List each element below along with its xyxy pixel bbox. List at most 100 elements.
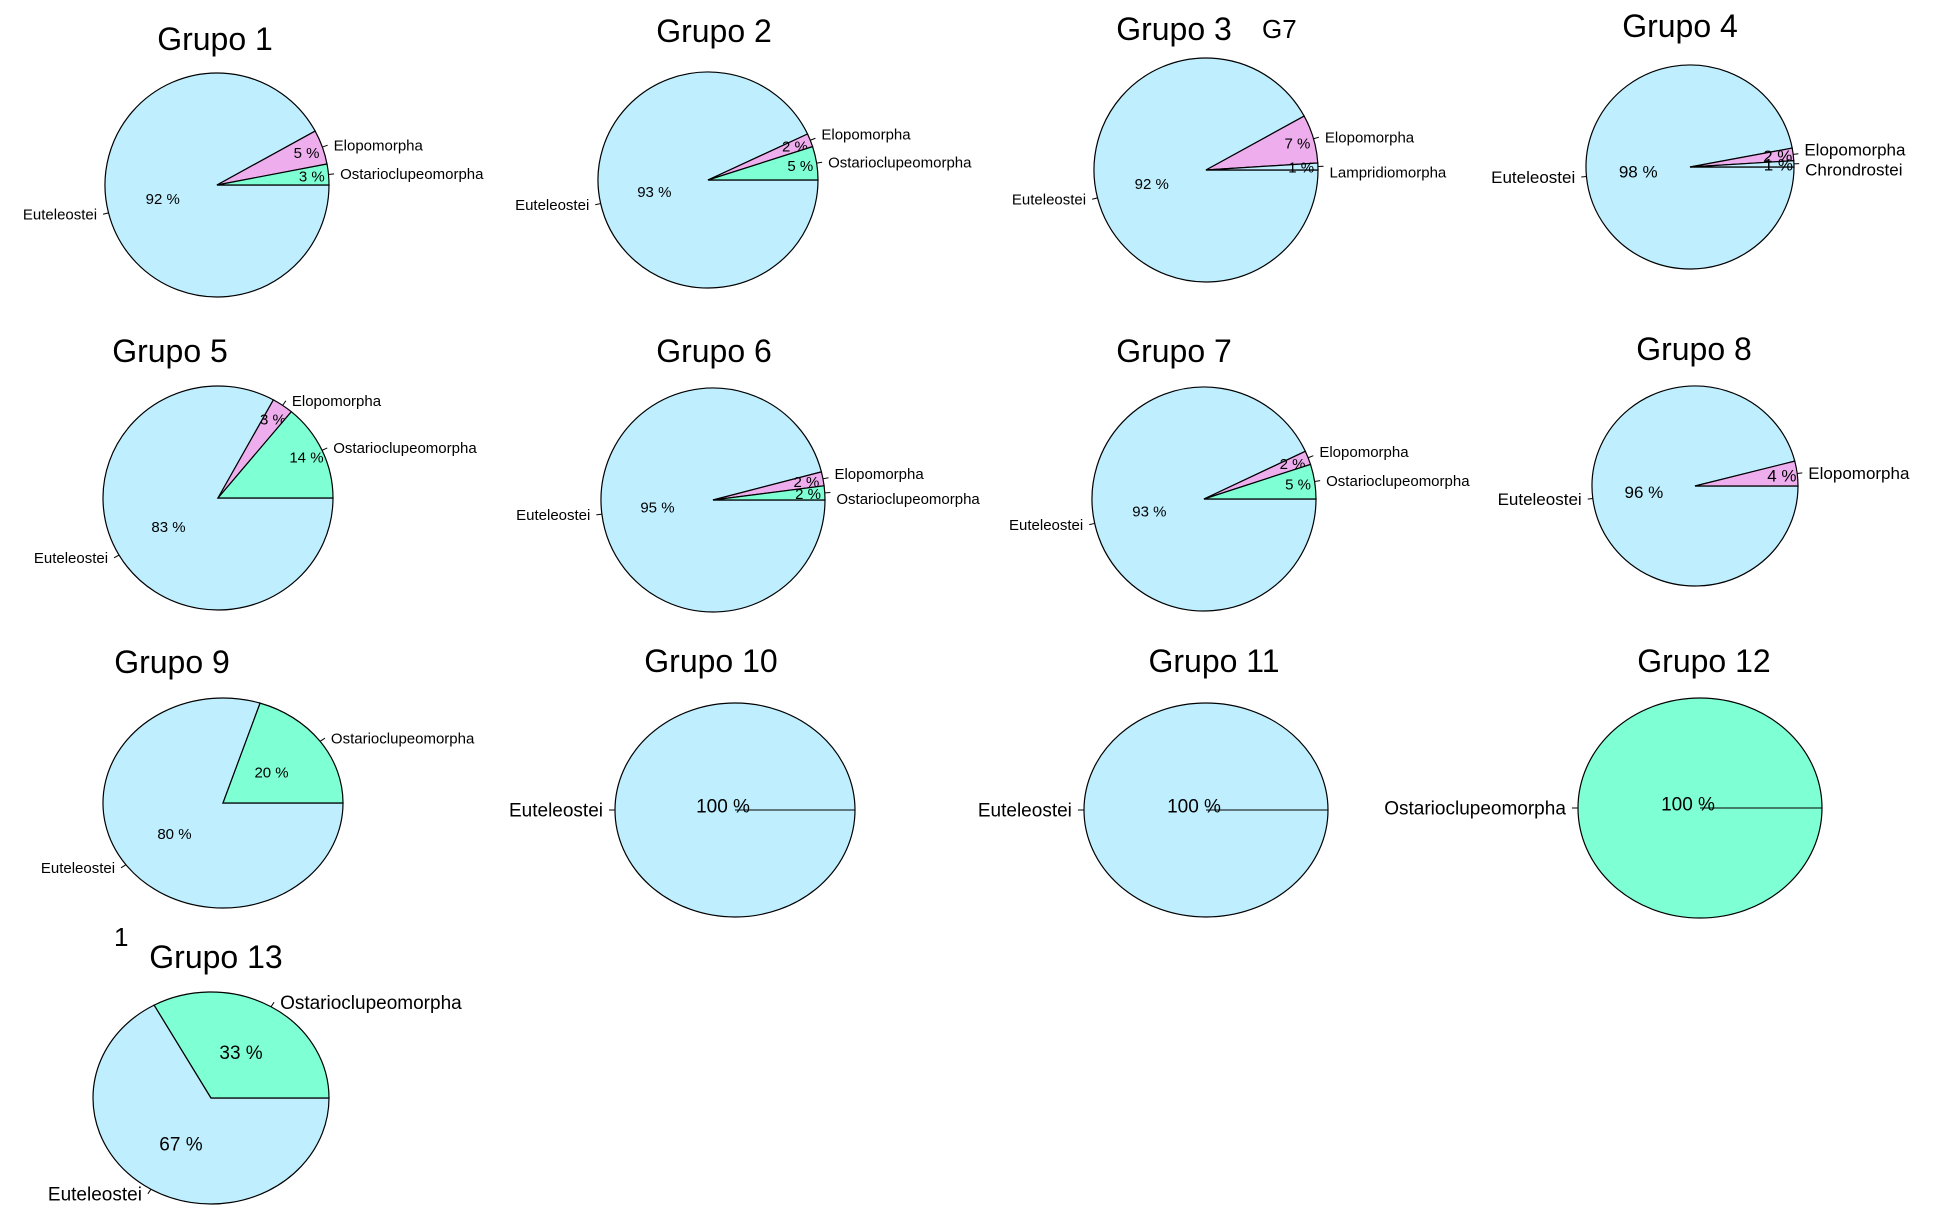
slice-label-euteleostei: Euteleostei xyxy=(515,197,589,214)
pct-label-elopomorpha: 7 % xyxy=(1284,136,1310,153)
slice-elopomorpha xyxy=(1694,460,1799,487)
pct-label-euteleostei: 92 % xyxy=(1135,176,1169,193)
leader-line xyxy=(1587,498,1593,500)
chart-title: Grupo 12 xyxy=(1637,643,1770,679)
slice-label-euteleostei: Euteleostei xyxy=(23,206,97,223)
pct-label-euteleostei: 92 % xyxy=(146,191,180,208)
leader-line xyxy=(322,144,328,148)
pie-3: Grupo 3 92 % Euteleostei 7 % Elopomorpha 1 % L… xyxy=(1012,11,1447,283)
chart-title: Grupo 11 xyxy=(1148,643,1279,679)
pct-label-ostarioclupeomorpha: 100 % xyxy=(1661,795,1715,816)
leader-line xyxy=(270,1001,275,1008)
chart-title: Grupo 8 xyxy=(1636,331,1752,367)
slice-label-euteleostei: Euteleostei xyxy=(1498,490,1582,509)
leader-line xyxy=(147,1188,152,1195)
leader-line xyxy=(102,212,109,215)
chart-title: Grupo 1 xyxy=(157,21,273,57)
slice-label-elopomorpha: Elopomorpha xyxy=(334,137,424,154)
chart-title: Grupo 7 xyxy=(1116,333,1232,369)
leader-line xyxy=(822,477,829,480)
slice-label-ostarioclupeomorpha: Ostarioclupeomorpha xyxy=(340,166,484,183)
slice-label-elopomorpha: Elopomorpha xyxy=(834,466,924,483)
pct-label-euteleostei: 67 % xyxy=(159,1134,202,1155)
leader-line xyxy=(595,203,601,206)
slice-label-ostarioclupeomorpha: Ostarioclupeomorpha xyxy=(1326,473,1470,490)
chart-title: Grupo 13 xyxy=(149,939,282,975)
pie-5: Grupo 5 83 % Euteleostei 3 % Elopomorpha 14 %… xyxy=(34,333,477,611)
leader-line xyxy=(319,737,326,742)
pct-label-euteleostei: 100 % xyxy=(696,797,750,818)
chart-title: Grupo 5 xyxy=(112,333,228,369)
chart-title: Grupo 2 xyxy=(656,13,772,49)
slice-ostarioclupeomorpha xyxy=(707,145,819,181)
slice-label-elopomorpha: Elopomorpha xyxy=(1804,141,1906,160)
slice-label-euteleostei: Euteleostei xyxy=(978,801,1072,822)
leader-line xyxy=(596,513,602,516)
leader-line xyxy=(810,137,816,141)
pie-12: Grupo 12 100 % Ostarioclupeomorpha xyxy=(1384,643,1823,919)
pie-13: Grupo 13 67 % Euteleostei 33 % Ostarioclupeo… xyxy=(48,939,462,1205)
slice-label-euteleostei: Euteleostei xyxy=(1012,191,1086,208)
slice-label-elopomorpha: Elopomorpha xyxy=(1325,129,1415,146)
leader-line xyxy=(1089,522,1095,526)
pct-label-euteleostei: 96 % xyxy=(1625,483,1664,502)
slice-ostarioclupeomorpha xyxy=(216,410,334,499)
pct-label-euteleostei: 93 % xyxy=(637,184,671,201)
chart-title: Grupo 9 xyxy=(114,644,230,680)
pie-11: Grupo 11 100 % Euteleostei xyxy=(978,643,1329,918)
slice-label-euteleostei: Euteleostei xyxy=(48,1184,142,1205)
annotation-g7: G7 xyxy=(1262,14,1297,44)
annotation-1: 1 xyxy=(114,922,128,952)
slice-label-elopomorpha: Elopomorpha xyxy=(821,127,911,144)
leader-line xyxy=(1313,136,1320,140)
slice-label-chrondrostei: Chrondrostei xyxy=(1805,161,1902,180)
chart-title: Grupo 4 xyxy=(1622,8,1738,44)
leader-line xyxy=(321,447,328,451)
slice-label-ostarioclupeomorpha: Ostarioclupeomorpha xyxy=(280,993,462,1014)
leader-line xyxy=(1307,455,1314,459)
slice-label-euteleostei: Euteleostei xyxy=(509,801,603,822)
chart-title: Grupo 10 xyxy=(644,643,777,679)
slice-label-euteleostei: Euteleostei xyxy=(34,550,108,567)
slice-label-lampridiomorpha: Lampridiomorpha xyxy=(1330,165,1447,182)
pct-label-ostarioclupeomorpha: 2 % xyxy=(795,486,821,503)
slice-label-ostarioclupeomorpha: Ostarioclupeomorpha xyxy=(331,730,475,747)
pct-label-ostarioclupeomorpha: 3 % xyxy=(299,168,325,185)
slice-label-euteleostei: Euteleostei xyxy=(516,507,590,524)
pct-label-ostarioclupeomorpha: 14 % xyxy=(289,450,323,467)
slice-label-ostarioclupeomorpha: Ostarioclupeomorpha xyxy=(333,440,477,457)
charts-layer: Grupo 1 92 % Euteleostei 5 % Elopomorpha 3 % O… xyxy=(23,8,1910,1205)
slice-label-euteleostei: Euteleostei xyxy=(1491,168,1575,187)
pct-label-elopomorpha: 5 % xyxy=(294,145,320,162)
pct-label-euteleostei: 80 % xyxy=(157,826,191,843)
chart-title: Grupo 6 xyxy=(656,333,772,369)
slice-label-euteleostei: Euteleostei xyxy=(1009,517,1083,534)
pie-8: Grupo 8 96 % Euteleostei 4 % Elopomorpha xyxy=(1498,331,1910,587)
pct-label-lampridiomorpha: 1 % xyxy=(1288,159,1314,176)
slice-label-ostarioclupeomorpha: Ostarioclupeomorpha xyxy=(1384,799,1566,820)
pct-label-elopomorpha: 3 % xyxy=(260,412,286,429)
leader-line xyxy=(328,173,335,175)
pct-label-ostarioclupeomorpha: 33 % xyxy=(219,1043,262,1064)
pct-label-elopomorpha: 4 % xyxy=(1767,466,1796,485)
pct-label-euteleostei: 98 % xyxy=(1619,163,1658,182)
chart-title: Grupo 3 xyxy=(1116,11,1232,47)
leader-line xyxy=(282,400,287,406)
slice-euteleostei xyxy=(92,1004,330,1205)
slice-label-ostarioclupeomorpha: Ostarioclupeomorpha xyxy=(828,155,972,172)
pie-10: Grupo 10 100 % Euteleostei xyxy=(509,643,856,918)
pct-label-euteleostei: 95 % xyxy=(640,499,674,516)
pie-1: Grupo 1 92 % Euteleostei 5 % Elopomorpha 3 % O… xyxy=(23,21,484,298)
slice-label-ostarioclupeomorpha: Ostarioclupeomorpha xyxy=(836,491,980,508)
leader-line xyxy=(1314,480,1321,482)
slice-label-euteleostei: Euteleostei xyxy=(41,860,115,877)
slice-label-elopomorpha: Elopomorpha xyxy=(292,393,382,410)
pct-label-euteleostei: 83 % xyxy=(151,519,185,536)
pct-label-chrondrostei: 1 % xyxy=(1764,155,1793,174)
pct-label-ostarioclupeomorpha: 20 % xyxy=(254,764,288,781)
slice-label-elopomorpha: Elopomorpha xyxy=(1319,444,1409,461)
